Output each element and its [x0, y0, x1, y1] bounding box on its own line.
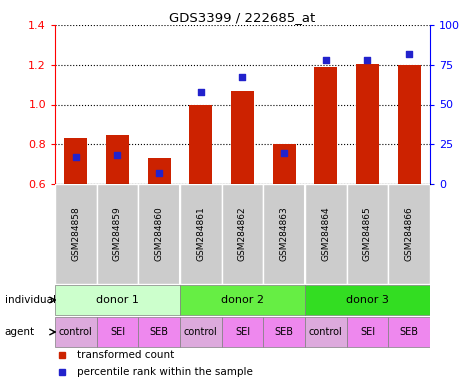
- Bar: [304, 184, 346, 284]
- Bar: [304, 285, 429, 315]
- Bar: [221, 184, 263, 284]
- Point: [197, 88, 204, 94]
- Text: donor 3: donor 3: [345, 295, 388, 305]
- Bar: [230, 91, 253, 184]
- Bar: [179, 317, 221, 348]
- Bar: [263, 317, 304, 348]
- Text: GSM284864: GSM284864: [321, 207, 330, 262]
- Point: [280, 150, 287, 156]
- Point: [321, 57, 329, 63]
- Bar: [263, 184, 304, 284]
- Text: GSM284866: GSM284866: [404, 207, 413, 262]
- Bar: [346, 317, 387, 348]
- Text: GSM284863: GSM284863: [279, 207, 288, 262]
- Bar: [179, 285, 304, 315]
- Bar: [64, 138, 87, 184]
- Text: percentile rank within the sample: percentile rank within the sample: [77, 367, 253, 377]
- Text: SEI: SEI: [235, 327, 250, 337]
- Text: donor 1: donor 1: [96, 295, 139, 305]
- Text: SEB: SEB: [274, 327, 293, 337]
- Bar: [96, 184, 138, 284]
- Bar: [55, 317, 96, 348]
- Bar: [179, 184, 221, 284]
- Text: GSM284860: GSM284860: [154, 207, 163, 262]
- Bar: [138, 317, 179, 348]
- Bar: [147, 158, 170, 184]
- Text: control: control: [184, 327, 217, 337]
- Point: [72, 154, 79, 160]
- Bar: [387, 317, 429, 348]
- Point: [113, 152, 121, 158]
- Text: GSM284862: GSM284862: [237, 207, 246, 262]
- Bar: [96, 317, 138, 348]
- Text: SEI: SEI: [110, 327, 125, 337]
- Text: control: control: [308, 327, 342, 337]
- Bar: [397, 65, 420, 184]
- Text: individual: individual: [5, 295, 56, 305]
- Point: [238, 74, 246, 80]
- Point: [363, 57, 370, 63]
- Bar: [55, 184, 96, 284]
- Text: GSM284859: GSM284859: [113, 207, 122, 262]
- Bar: [272, 144, 295, 184]
- Title: GDS3399 / 222685_at: GDS3399 / 222685_at: [169, 11, 315, 24]
- Bar: [138, 184, 179, 284]
- Text: GSM284861: GSM284861: [196, 207, 205, 262]
- Text: donor 2: donor 2: [220, 295, 263, 305]
- Text: GSM284858: GSM284858: [71, 207, 80, 262]
- Bar: [304, 317, 346, 348]
- Bar: [355, 64, 378, 184]
- Text: transformed count: transformed count: [77, 351, 174, 361]
- Bar: [387, 184, 429, 284]
- Bar: [55, 285, 179, 315]
- Text: control: control: [59, 327, 93, 337]
- Bar: [346, 184, 387, 284]
- Point: [404, 51, 412, 57]
- Bar: [221, 317, 263, 348]
- Text: GSM284865: GSM284865: [362, 207, 371, 262]
- Text: SEB: SEB: [399, 327, 418, 337]
- Text: SEI: SEI: [359, 327, 374, 337]
- Bar: [106, 135, 129, 184]
- Bar: [189, 104, 212, 184]
- Text: SEB: SEB: [149, 327, 168, 337]
- Bar: [313, 67, 336, 184]
- Point: [155, 170, 162, 176]
- Text: agent: agent: [5, 327, 34, 337]
